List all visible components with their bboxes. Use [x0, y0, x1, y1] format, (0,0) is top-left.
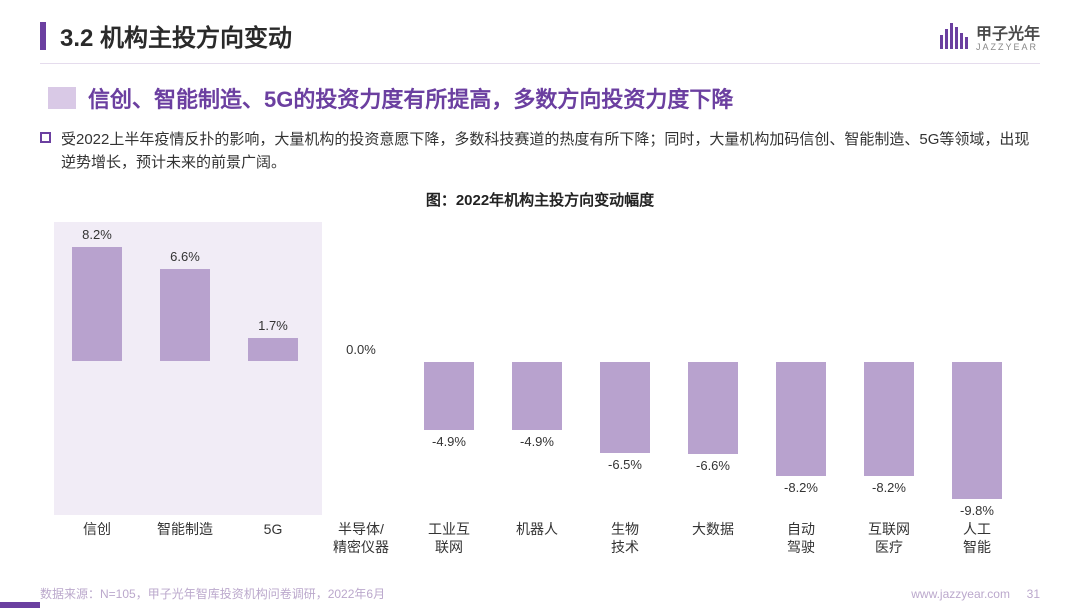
footer-source: 数据来源：N=105，甲子光年智库投资机构问卷调研，2022年6月 [40, 585, 385, 602]
headline-text: 信创、智能制造、5G的投资力度有所提高，多数方向投资力度下降 [88, 82, 733, 114]
bar [160, 269, 210, 361]
logo-text-en: JAZZYEAR [976, 42, 1040, 52]
bar [776, 362, 826, 477]
footer-accent-bar [0, 602, 40, 608]
bullet-icon [40, 132, 51, 143]
bar-chart: 8.2%信创6.6%智能制造1.7%5G0.0%半导体/精密仪器-4.9%工业互… [50, 222, 1030, 542]
body-text: 受2022上半年疫情反扑的影响，大量机构的投资意愿下降，多数科技赛道的热度有所下… [61, 128, 1040, 175]
bar-value-label: 1.7% [238, 318, 308, 333]
headline-row: 信创、智能制造、5G的投资力度有所提高，多数方向投资力度下降 [86, 82, 1040, 114]
bar [864, 362, 914, 477]
bar-value-label: -8.2% [854, 480, 924, 495]
bar [688, 362, 738, 454]
body-row: 受2022上半年疫情反扑的影响，大量机构的投资意愿下降，多数科技赛道的热度有所下… [40, 128, 1040, 175]
section-title: 3.2 机构主投方向变动 [60, 18, 292, 53]
logo-text-cn: 甲子光年 [976, 20, 1040, 44]
header: 3.2 机构主投方向变动 甲子光年 JAZZYEAR [0, 0, 1080, 53]
title-block: 3.2 机构主投方向变动 [40, 18, 292, 53]
bar [424, 362, 474, 431]
bar-value-label: -4.9% [502, 434, 572, 449]
bar-value-label: -4.9% [414, 434, 484, 449]
category-label: 智能制造 [145, 520, 225, 538]
bar [952, 362, 1002, 499]
category-label: 信创 [57, 520, 137, 538]
category-label: 机器人 [497, 520, 577, 538]
category-label: 大数据 [673, 520, 753, 538]
bar [512, 362, 562, 431]
bar-value-label: -6.5% [590, 457, 660, 472]
bar [600, 362, 650, 453]
category-label: 自动驾驶 [761, 520, 841, 556]
category-label: 工业互联网 [409, 520, 489, 556]
category-label: 互联网医疗 [849, 520, 929, 556]
bar-value-label: 0.0% [326, 342, 396, 357]
brand-logo: 甲子光年 JAZZYEAR [940, 20, 1040, 52]
footer-page: 31 [1027, 587, 1040, 601]
bar-value-label: 6.6% [150, 249, 220, 264]
title-accent-bar [40, 22, 46, 50]
footer-url: www.jazzyear.com [911, 587, 1010, 601]
bar-value-label: 8.2% [62, 227, 132, 242]
footer: 数据来源：N=105，甲子光年智库投资机构问卷调研，2022年6月 www.ja… [0, 579, 1080, 608]
category-label: 5G [233, 520, 313, 538]
logo-bars-icon [940, 23, 968, 49]
bar-value-label: -8.2% [766, 480, 836, 495]
category-label: 人工智能 [937, 520, 1017, 556]
bar-value-label: -9.8% [942, 503, 1012, 518]
chart-title: 图：2022年机构主投方向变动幅度 [0, 189, 1080, 210]
bar [248, 338, 298, 362]
category-label: 生物技术 [585, 520, 665, 556]
bar [72, 247, 122, 362]
bar-value-label: -6.6% [678, 458, 748, 473]
header-rule [40, 63, 1040, 64]
category-label: 半导体/精密仪器 [321, 520, 401, 556]
headline-swatch [48, 87, 76, 109]
